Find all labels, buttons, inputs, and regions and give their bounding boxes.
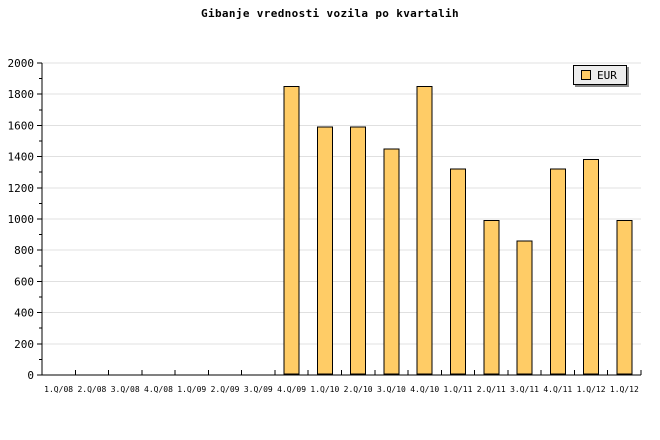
- x-tick-label: 3.Q/09: [244, 385, 273, 394]
- x-tick-label: 3.Q/08: [111, 385, 140, 394]
- x-tick-label: 4.Q/08: [144, 385, 173, 394]
- x-tick-label: 1.Q/12: [610, 385, 639, 394]
- x-tick-label: 4.Q/09: [277, 385, 306, 394]
- y-tick-label: 600: [14, 275, 34, 288]
- x-tick-label: 3.Q/10: [377, 385, 406, 394]
- bar: [416, 85, 433, 375]
- bar: [516, 240, 533, 375]
- y-tick-label: 1400: [8, 151, 35, 164]
- y-tick-label: 2000: [8, 57, 35, 70]
- x-tick-label: 1.Q/09: [177, 385, 206, 394]
- x-tick-label: 2.Q/11: [477, 385, 506, 394]
- legend-swatch-icon: [581, 70, 591, 80]
- x-tick-label: 1.Q/08: [44, 385, 73, 394]
- y-tick-label: 1200: [8, 182, 35, 195]
- bar: [583, 159, 600, 375]
- legend-label: EUR: [597, 68, 617, 82]
- x-tick-label: 1.Q/12: [577, 385, 606, 394]
- y-tick-label: 1600: [8, 119, 35, 132]
- y-tick-label: 800: [14, 244, 34, 257]
- x-tick-label: 2.Q/09: [211, 385, 240, 394]
- y-tick-label: 1800: [8, 88, 35, 101]
- x-tick-label: 3.Q/11: [510, 385, 539, 394]
- x-tick-label: 4.Q/10: [410, 385, 439, 394]
- bar: [383, 148, 400, 375]
- x-tick-label: 2.Q/10: [344, 385, 373, 394]
- x-tick-label: 4.Q/11: [543, 385, 572, 394]
- y-tick-label: 1000: [8, 213, 35, 226]
- x-tick-label: 1.Q/10: [310, 385, 339, 394]
- bar: [316, 126, 333, 375]
- bar: [483, 220, 500, 375]
- bar: [283, 85, 300, 375]
- legend: EUR: [573, 65, 627, 85]
- y-tick-label: 200: [14, 338, 34, 351]
- x-tick-label: 2.Q/08: [77, 385, 106, 394]
- y-tick-label: 400: [14, 307, 34, 320]
- bar: [350, 126, 367, 375]
- x-tick-label: 1.Q/11: [444, 385, 473, 394]
- bar: [616, 220, 633, 375]
- bar: [449, 168, 466, 375]
- y-tick-label: 0: [27, 369, 34, 382]
- bar: [549, 168, 566, 375]
- chart-title: Gibanje vrednosti vozila po kvartalih: [201, 7, 459, 20]
